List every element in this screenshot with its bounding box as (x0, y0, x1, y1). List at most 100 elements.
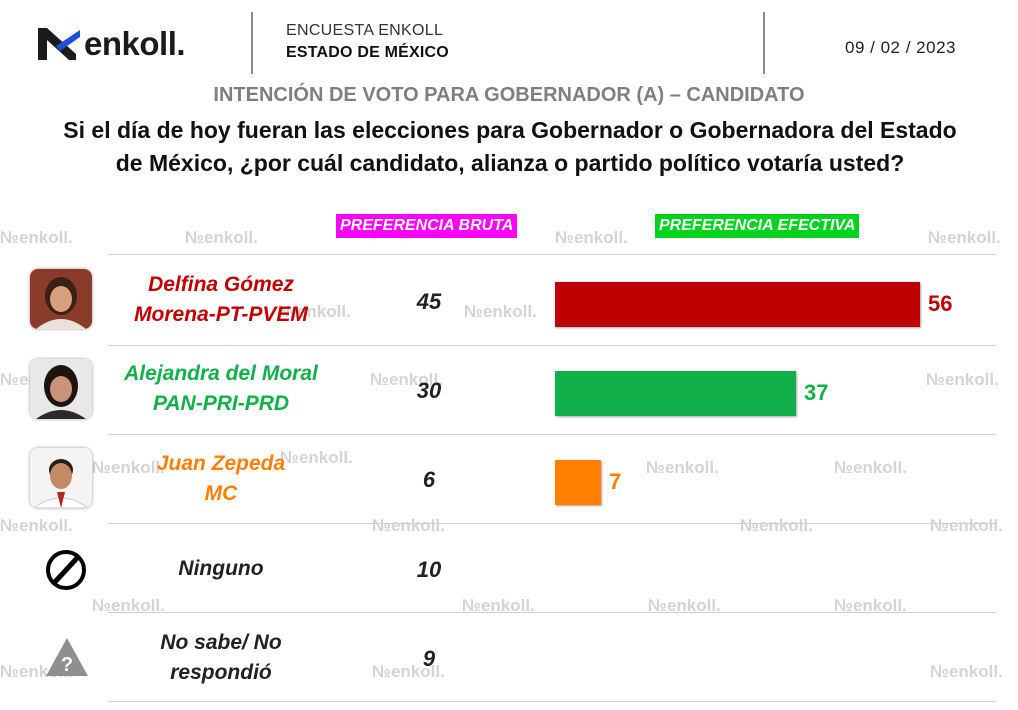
watermark-text: enkoll. (758, 516, 813, 535)
watermark-k-icon: № (372, 662, 391, 681)
watermark-k-icon: № (928, 228, 947, 247)
enkoll-watermark: №enkoll. (280, 448, 353, 468)
watermark-k-icon: № (280, 448, 299, 467)
watermark-text: enkoll. (388, 370, 443, 389)
row-divider (108, 701, 996, 702)
question-line1: Si el día de hoy fueran las elecciones p… (63, 117, 957, 143)
efectiva-value-label: 7 (609, 469, 622, 494)
watermark-text: enkoll. (573, 228, 628, 247)
watermark-text: enkoll. (110, 596, 165, 615)
bruta-value: 9 (422, 646, 436, 671)
efectiva-bar (555, 371, 796, 416)
watermark-k-icon: № (462, 596, 481, 615)
candidate-name-line1: Alejandra del Moral (124, 362, 318, 385)
row-divider (108, 523, 996, 524)
enkoll-watermark: №enkoll. (372, 662, 445, 682)
header-divider-right (763, 12, 765, 74)
chart-subtitle: INTENCIÓN DE VOTO PARA GOBERNADOR (A) – … (213, 84, 805, 106)
enkoll-watermark: №enkoll. (92, 458, 165, 478)
watermark-text: enkoll. (948, 662, 1003, 681)
enkoll-watermark: №enkoll. (834, 458, 907, 478)
enkoll-watermark: №enkoll. (0, 516, 73, 536)
bruta-value: 10 (416, 557, 442, 582)
enkoll-watermark: №enkoll. (648, 596, 721, 616)
option-label-line1: No sabe/ No (160, 631, 282, 654)
survey-question: Si el día de hoy fueran las elecciones p… (20, 114, 1000, 180)
watermark-k-icon: № (648, 596, 667, 615)
enkoll-watermark: №enkoll. (646, 458, 719, 478)
watermark-text: enkoll. (390, 662, 445, 681)
watermark-text: enkoll. (852, 596, 907, 615)
watermark-text: enkoll. (298, 448, 353, 467)
watermark-text: enkoll. (203, 228, 258, 247)
efectiva-value-label: 56 (928, 291, 953, 316)
candidate-name-juan: Juan Zepeda MC (86, 449, 356, 509)
candidate-party-line: Morena-PT-PVEM (134, 303, 308, 326)
watermark-k-icon: № (92, 596, 111, 615)
avatar-juan-zepeda (30, 448, 92, 508)
enkoll-watermark: №enkoll. (372, 516, 445, 536)
candidate-photo-icon (30, 448, 92, 508)
row-divider (108, 612, 996, 613)
row-divider (108, 254, 996, 255)
watermark-k-icon: № (0, 662, 19, 681)
avatar-delfina-gomez (30, 269, 92, 329)
watermark-text: enkoll. (390, 516, 445, 535)
candidate-name-alejandra: Alejandra del Moral PAN-PRI-PRD (86, 359, 356, 419)
watermark-text: enkoll. (666, 596, 721, 615)
option-ninguno: Ninguno (86, 554, 356, 584)
watermark-k-icon: № (370, 370, 389, 389)
candidate-party-line: PAN-PRI-PRD (152, 392, 290, 415)
watermark-text: enkoll. (110, 458, 165, 477)
option-no-sabe: No sabe/ No respondió (86, 628, 356, 688)
candidate-photo-icon (30, 269, 92, 329)
enkoll-watermark: №enkoll. (740, 516, 813, 536)
watermark-k-icon: № (834, 596, 853, 615)
enkoll-watermark: №enkoll. (0, 228, 73, 248)
enkoll-watermark: №enkoll. (462, 596, 535, 616)
survey-line1: ENCUESTA ENKOLL (286, 22, 444, 39)
watermark-k-icon: № (0, 228, 19, 247)
watermark-k-icon: № (0, 516, 19, 535)
watermark-text: enkoll. (18, 516, 73, 535)
watermark-k-icon: № (278, 302, 297, 321)
watermark-text: enkoll. (944, 370, 999, 389)
efectiva-bar (555, 282, 920, 327)
efectiva-bar (555, 460, 601, 505)
watermark-text: enkoll. (480, 596, 535, 615)
watermark-k-icon: № (930, 516, 949, 535)
option-label: Ninguno (178, 557, 264, 580)
brand-name: enkoll. (84, 25, 186, 62)
watermark-k-icon: № (555, 228, 574, 247)
bruta-value: 30 (416, 378, 442, 403)
watermark-k-icon: № (185, 228, 204, 247)
row-divider (108, 345, 996, 346)
enkoll-watermark: №enkoll. (278, 302, 351, 322)
watermark-k-icon: № (0, 370, 19, 389)
survey-date: 09 / 02 / 2023 (845, 38, 956, 57)
watermark-k-icon: № (464, 302, 483, 321)
enkoll-watermark: №enkoll. (370, 370, 443, 390)
enkoll-watermark: №enkoll. (834, 596, 907, 616)
watermark-text: enkoll. (482, 302, 537, 321)
enkoll-watermark: №enkoll. (926, 370, 999, 390)
row-divider (108, 434, 996, 435)
watermark-text: enkoll. (18, 228, 73, 247)
candidate-photo-icon (30, 359, 92, 419)
watermark-text: enkoll. (852, 458, 907, 477)
enkoll-watermark: №enkoll. (555, 228, 628, 248)
enkoll-watermark: №enkoll. (464, 302, 537, 322)
watermark-text: enkoll. (664, 458, 719, 477)
bruta-value: 6 (422, 467, 436, 492)
prohibited-circle-icon (46, 550, 86, 590)
enkoll-watermark: №enkoll. (185, 228, 258, 248)
watermark-k-icon: № (930, 662, 949, 681)
header-preferencia-bruta: PREFERENCIA BRUTA (336, 214, 518, 238)
question-line2: de México, ¿por cuál candidato, alianza … (115, 150, 905, 176)
candidate-name-line1: Delfina Gómez (148, 273, 294, 296)
survey-title: ENCUESTA ENKOLL ESTADO DE MÉXICO (286, 20, 449, 64)
enkoll-watermark: №enkoll. (92, 596, 165, 616)
survey-line2: ESTADO DE MÉXICO (286, 44, 449, 61)
watermark-k-icon: № (646, 458, 665, 477)
header-preferencia-efectiva: PREFERENCIA EFECTIVA (655, 214, 860, 238)
